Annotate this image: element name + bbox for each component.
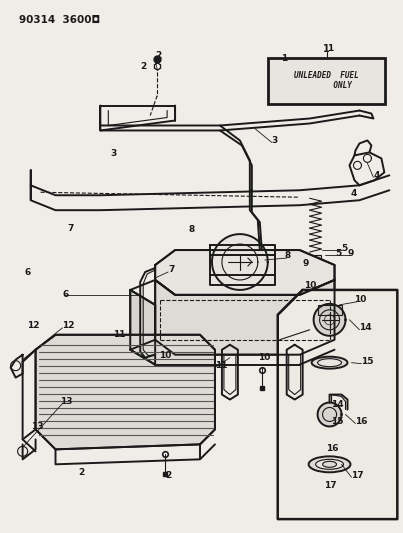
Text: 6: 6 [25,269,31,277]
Text: 14: 14 [331,400,343,409]
Text: 7: 7 [68,224,74,233]
Text: 5: 5 [341,244,348,253]
Text: 10: 10 [159,351,172,360]
Text: 5: 5 [335,249,341,259]
Text: 17: 17 [324,481,337,490]
Polygon shape [155,250,334,295]
Text: 16: 16 [326,443,338,453]
Text: 9: 9 [347,248,354,257]
Ellipse shape [312,357,347,369]
Ellipse shape [309,456,351,472]
Polygon shape [35,335,215,449]
Text: UNLEADED  FUEL
       ONLY: UNLEADED FUEL ONLY [294,71,359,90]
Text: 4: 4 [374,171,380,180]
Text: 3: 3 [272,136,278,145]
Text: 1: 1 [281,54,287,63]
Text: 17: 17 [351,471,364,480]
Text: 6: 6 [62,290,69,300]
Polygon shape [155,280,334,354]
Text: 8: 8 [285,251,291,260]
Text: 10: 10 [258,353,270,362]
Text: 10: 10 [355,295,367,304]
Text: 14: 14 [359,324,372,332]
Text: 15: 15 [361,357,374,366]
Ellipse shape [318,359,341,367]
Polygon shape [314,304,345,336]
Text: 2: 2 [78,468,84,477]
Text: 10: 10 [304,281,316,290]
Text: 2: 2 [165,471,171,480]
Text: 13: 13 [60,397,73,406]
Text: 9: 9 [303,259,309,268]
Text: 2: 2 [140,62,146,71]
Text: 90314  3600◘: 90314 3600◘ [19,15,100,25]
Ellipse shape [322,462,337,467]
Text: 12: 12 [62,321,75,330]
Text: 8: 8 [188,225,195,234]
Text: 1: 1 [326,44,333,53]
Text: 11: 11 [215,361,227,370]
Text: 2: 2 [155,51,162,60]
Text: 3: 3 [110,149,116,158]
Bar [268,58,385,103]
Text: 4: 4 [350,189,357,198]
Bar [311,255,321,263]
Text: 12: 12 [27,321,40,330]
Polygon shape [212,234,268,290]
Text: 7: 7 [168,265,174,274]
Text: 1: 1 [323,44,330,54]
Text: 16: 16 [355,417,368,426]
Polygon shape [278,290,397,519]
Polygon shape [130,290,155,365]
Ellipse shape [316,459,343,469]
Text: 15: 15 [331,417,343,426]
Text: 11: 11 [113,330,125,339]
Polygon shape [318,402,341,426]
Text: 13: 13 [31,423,44,431]
Bar [318,305,341,315]
